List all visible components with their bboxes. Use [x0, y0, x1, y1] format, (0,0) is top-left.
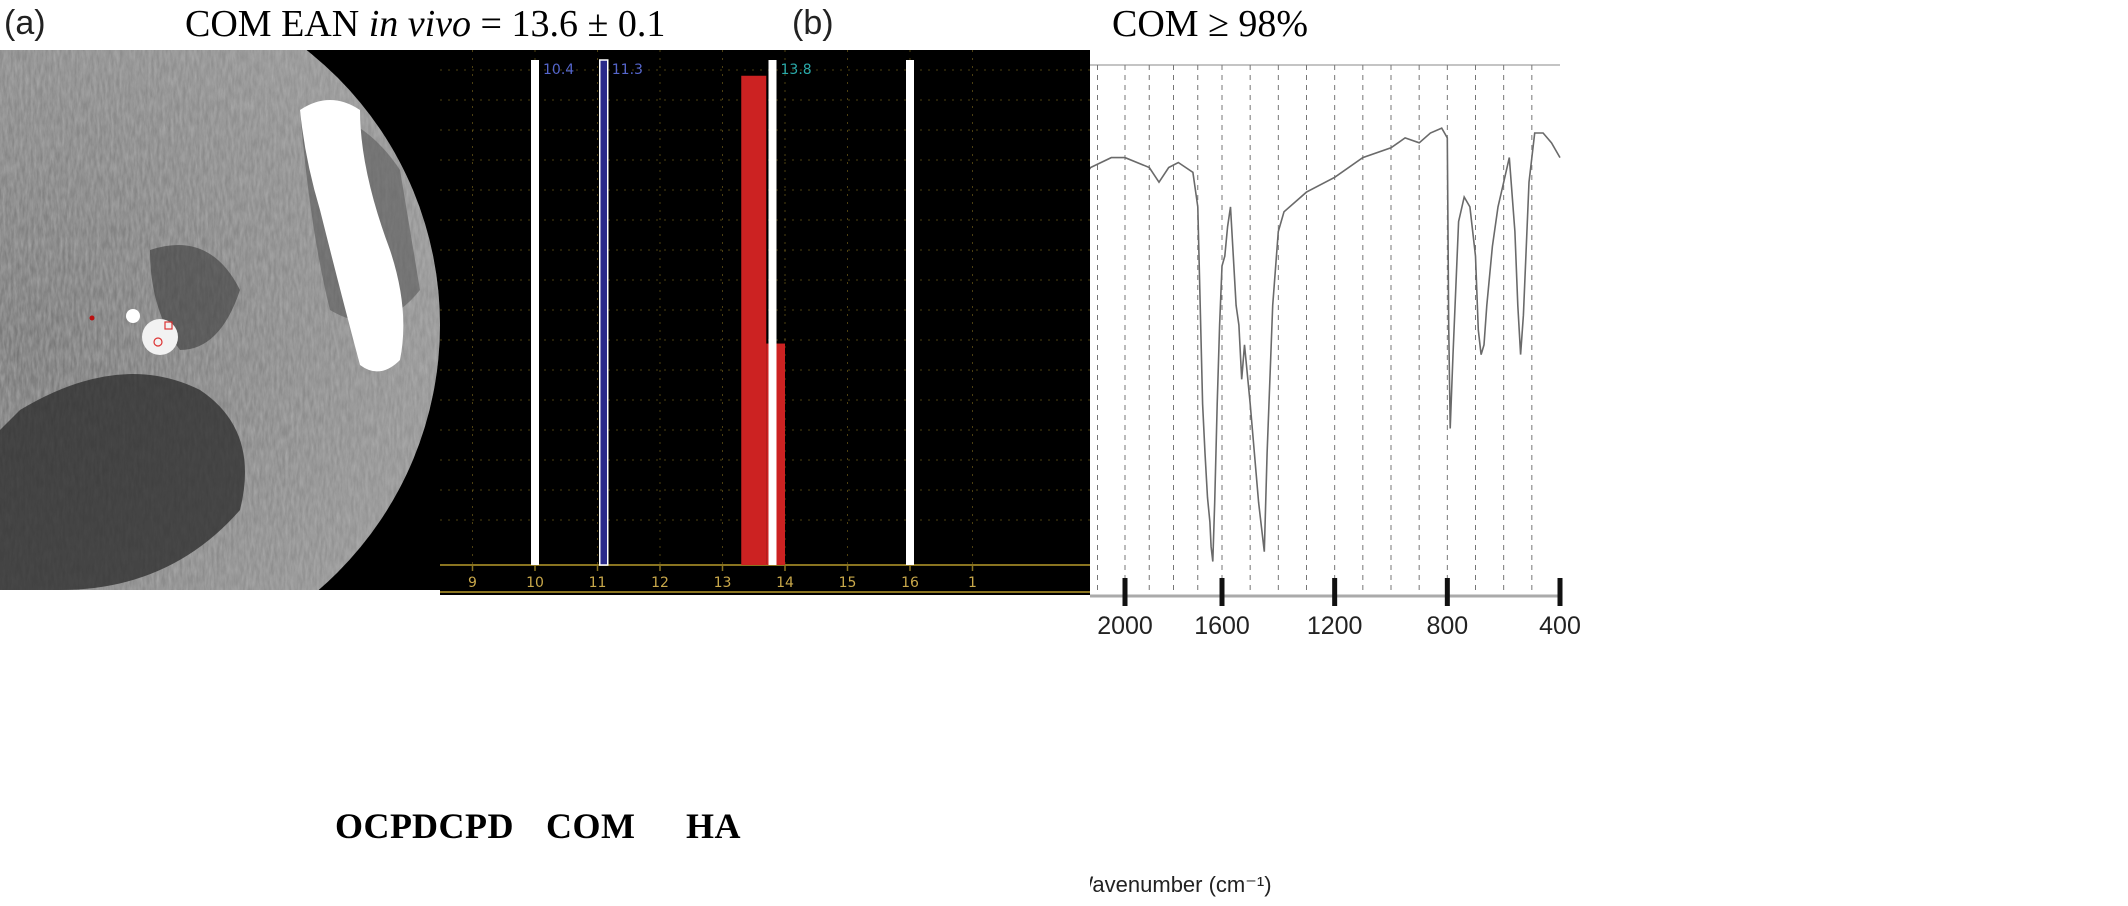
ean-reference-line-com: [768, 60, 777, 565]
ir-x-tick: [1444, 578, 1450, 606]
ir-x-tick-label: 400: [1539, 612, 1581, 640]
ean-reference-line-ocp: [531, 60, 539, 565]
panel-a-title: COM EAN in vivo = 13.6 ± 0.1: [185, 2, 665, 46]
ean-chart: 9 10 11 12 13 14 15 16 1 10.4 11.3 13.8: [440, 50, 1090, 595]
ean-x-tick-label: 13: [714, 575, 732, 591]
panel-a-title-prefix: COM EAN: [185, 3, 369, 45]
ean-line-value-label: 11.3: [612, 62, 643, 78]
ean-x-tick-label: 12: [651, 575, 669, 591]
ir-x-tick-label: 800: [1426, 612, 1468, 640]
panel-a-title-suffix: = 13.6 ± 0.1: [471, 3, 666, 45]
ean-line-value-label: 13.8: [781, 62, 812, 78]
ean-x-tick-label: 14: [776, 575, 794, 591]
ir-x-tick: [1332, 578, 1338, 606]
ean-x-tick-label: 9: [468, 575, 477, 591]
mineral-label-com: COM: [546, 806, 636, 846]
panel-a-title-italic: in vivo: [368, 3, 472, 45]
ir-x-tick-label: 2000: [1097, 612, 1153, 640]
ir-spectrum-line: [1090, 127, 1561, 562]
ean-x-tick-label: 15: [839, 575, 857, 591]
mineral-label-ocp: OCP: [335, 806, 413, 846]
ean-line-value-label: 10.4: [543, 62, 574, 78]
ean-histogram-bar: [741, 75, 767, 565]
panel-a-tag: (a): [4, 4, 46, 42]
ct-scan-image: [0, 50, 440, 590]
ir-x-tick: [1219, 578, 1225, 606]
panel-b-title: COM ≥ 98%: [1112, 3, 1309, 45]
ir-spectrum-chart: 108.81.040003000200016001200800400Wavenu…: [1090, 64, 1581, 897]
ean-reference-line-ha: [906, 60, 914, 565]
ean-x-tick-label: 16: [901, 575, 919, 591]
ir-x-tick-label: 1600: [1194, 612, 1250, 640]
ir-x-axis-label: Wavenumber (cm⁻¹): [1090, 872, 1272, 897]
mineral-label-ha: HA: [686, 806, 741, 846]
panel-b-tag: (b): [792, 4, 834, 42]
mineral-label-dcpd: DCPD: [412, 806, 514, 846]
ir-x-tick: [1122, 578, 1128, 606]
ir-x-tick-label: 1200: [1307, 612, 1363, 640]
ean-x-tick-label: 1: [968, 575, 977, 591]
ean-reference-line-dcpd: [599, 59, 609, 566]
ean-x-tick-label: 10: [526, 575, 544, 591]
ean-x-tick-label: 11: [589, 575, 607, 591]
ir-x-tick: [1557, 578, 1563, 606]
